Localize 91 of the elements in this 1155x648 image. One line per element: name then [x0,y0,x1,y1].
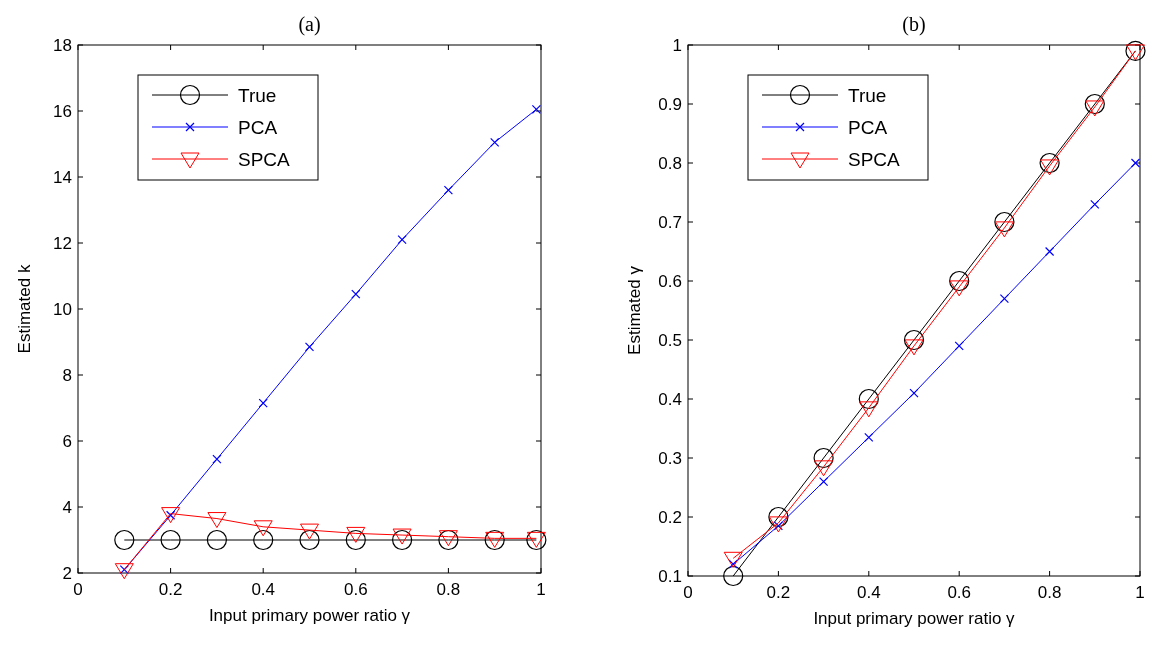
chart-title: (b) [902,13,926,36]
point [814,460,834,477]
y-tick-label: 16 [53,102,72,121]
x-tick-label: 0 [73,580,83,599]
y-tick-label: 14 [53,168,72,187]
point [904,339,924,356]
y-tick-label: 0.5 [658,331,682,350]
point [768,506,789,528]
point [392,529,413,551]
point [994,221,1014,238]
point [207,512,227,529]
y-tick-label: 6 [62,432,72,451]
point [954,341,964,351]
legend-label: SPCA [238,149,291,170]
y-tick-label: 0.7 [658,213,682,232]
point [1039,152,1060,174]
y-tick-label: 2 [62,564,72,583]
point [949,270,970,292]
y-tick-label: 4 [62,498,72,517]
point [949,280,969,297]
y-tick-label: 18 [53,36,72,55]
y-tick-label: 0.3 [658,449,682,468]
legend-label: True [238,85,277,106]
point [299,529,320,551]
point [768,516,788,533]
y-tick-label: 10 [53,300,72,319]
point [1085,100,1105,117]
point [160,529,181,551]
point [1045,246,1055,257]
point [1090,199,1100,209]
point [253,520,273,537]
point [304,342,315,352]
point [813,447,834,469]
point [1130,158,1141,168]
x-tick-label: 0.8 [1037,583,1062,602]
y-tick-label: 8 [62,366,72,385]
point [300,523,319,540]
x-axis-title: Input primary power ratio γ [208,606,411,625]
y-tick-label: 12 [53,234,72,253]
x-tick-label: 0.6 [947,583,972,602]
y-tick-label: 0.6 [658,272,682,291]
point [114,563,134,580]
y-tick-label: 0.4 [658,390,682,409]
legend-label: SPCA [848,149,901,170]
x-tick-label: 0.4 [856,583,881,602]
point [903,329,925,351]
legend-label: PCA [238,117,278,138]
point [346,526,366,543]
y-axis-title: Estimated γ [625,265,644,355]
x-tick-label: 1 [536,580,546,599]
point [1084,93,1105,115]
point [258,398,268,408]
point [909,388,919,398]
y-tick-label: 0.1 [658,567,682,586]
point [490,137,500,147]
point [114,529,135,551]
point [859,401,879,418]
point [161,507,181,524]
point [999,294,1009,304]
x-tick-label: 0.6 [343,580,368,599]
y-axis-title: Estimated k [15,264,34,354]
y-tick-label: 0.2 [658,508,682,527]
point [819,477,829,487]
point [212,454,222,464]
chart-title: (a) [298,13,321,36]
legend-label: PCA [848,117,888,138]
x-axis-title: Input primary power ratio γ [813,609,1016,628]
point [392,528,412,545]
point [723,565,744,587]
y-tick-label: 0.8 [658,154,682,173]
point [858,388,879,410]
x-tick-label: 0.2 [158,580,183,599]
y-tick-label: 1 [672,36,682,55]
point [723,551,743,568]
point [253,529,274,551]
x-tick-label: 0.8 [436,580,461,599]
point [864,432,874,442]
point [206,529,227,551]
point [1040,159,1060,176]
x-tick-label: 0 [683,583,693,602]
point [531,104,541,114]
point [994,211,1015,233]
point [345,529,366,551]
x-tick-label: 0.4 [251,580,276,599]
point [397,235,407,245]
point [443,185,453,195]
legend-label: True [848,85,887,106]
x-tick-label: 0.2 [766,583,791,602]
x-tick-label: 1 [1135,583,1145,602]
y-tick-label: 0.9 [658,95,682,114]
point [351,289,361,299]
